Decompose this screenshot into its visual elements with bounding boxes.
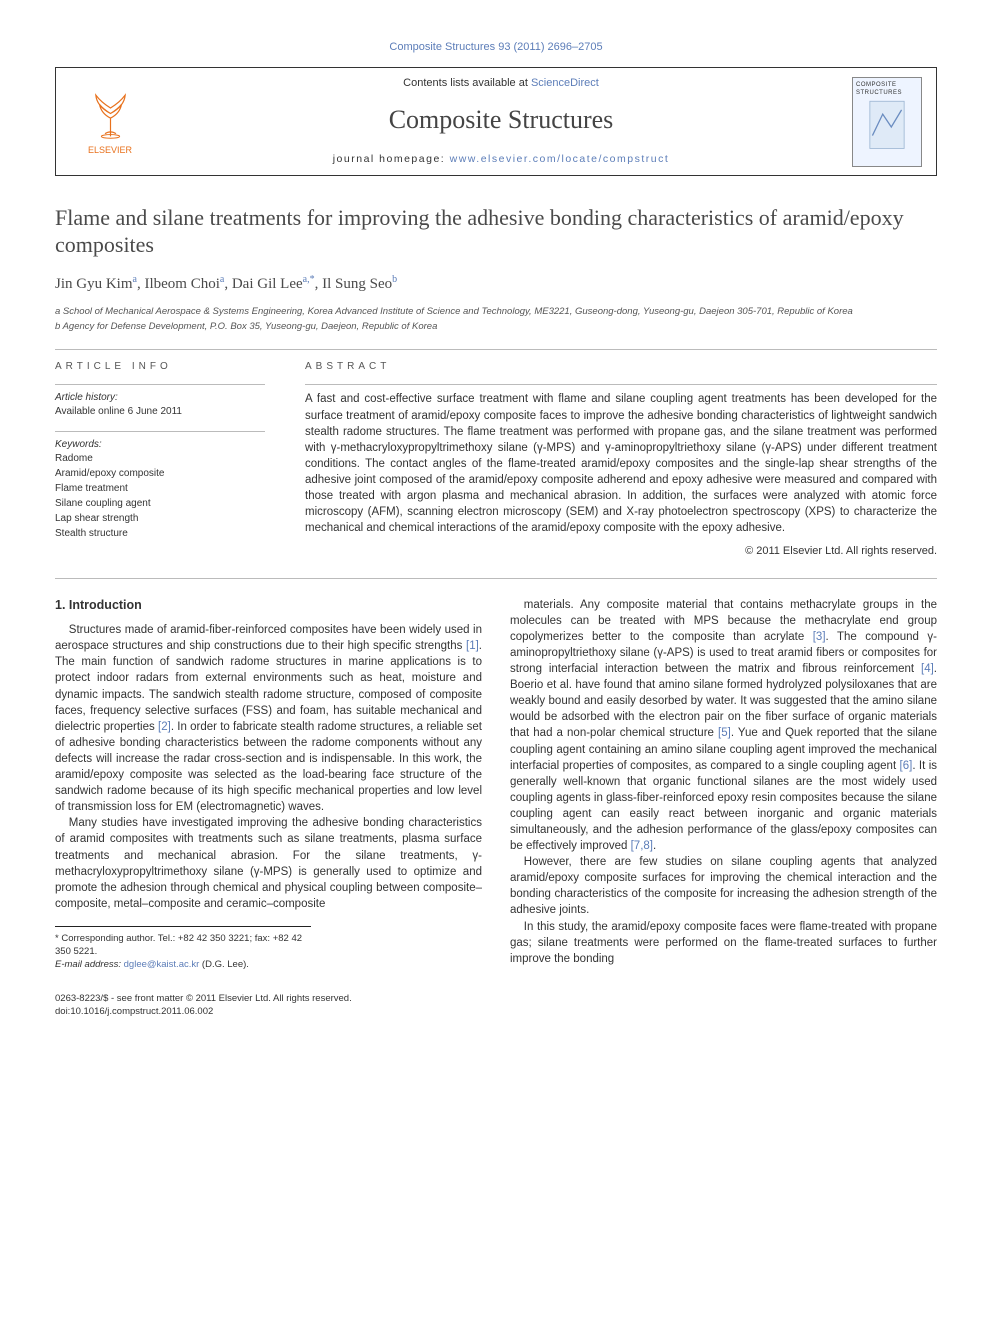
body-paragraph: Many studies have investigated improving… [55, 815, 482, 912]
body-paragraph: materials. Any composite material that c… [510, 597, 937, 855]
keyword: Stealth structure [55, 527, 265, 541]
history-value: Available online 6 June 2011 [55, 405, 265, 419]
affiliations: a School of Mechanical Aerospace & Syste… [55, 305, 937, 334]
footer-line-1: 0263-8223/$ - see front matter © 2011 El… [55, 992, 937, 1005]
article-title: Flame and silane treatments for improvin… [55, 204, 937, 259]
citation-ref[interactable]: [1] [466, 640, 479, 652]
corr-email-link[interactable]: dglee@kaist.ac.kr [124, 959, 200, 970]
page-footer: 0263-8223/$ - see front matter © 2011 El… [55, 992, 937, 1019]
email-suffix: (D.G. Lee). [199, 959, 249, 970]
affiliation: b Agency for Defense Development, P.O. B… [55, 320, 937, 333]
citation-ref[interactable]: [6] [900, 760, 913, 772]
journal-homepage: journal homepage: www.elsevier.com/locat… [150, 152, 852, 167]
abstract-label: ABSTRACT [305, 360, 937, 374]
citation-ref[interactable]: [4] [921, 663, 934, 675]
journal-homepage-link[interactable]: www.elsevier.com/locate/compstruct [450, 153, 670, 165]
journal-name: Composite Structures [150, 102, 852, 138]
citation-ref[interactable]: [3] [813, 631, 826, 643]
sciencedirect-link[interactable]: ScienceDirect [531, 77, 599, 89]
contents-line: Contents lists available at ScienceDirec… [150, 76, 852, 91]
body-columns: 1. Introduction Structures made of arami… [55, 597, 937, 972]
keywords-list: RadomeAramid/epoxy compositeFlame treatm… [55, 452, 265, 541]
keyword: Flame treatment [55, 482, 265, 496]
keyword: Lap shear strength [55, 512, 265, 526]
journal-cover-thumb: COMPOSITE STRUCTURES [852, 77, 922, 167]
publisher-logo: ELSEVIER [70, 86, 150, 157]
keyword: Silane coupling agent [55, 497, 265, 511]
body-paragraph: Structures made of aramid-fiber-reinforc… [55, 622, 482, 815]
body-paragraph: However, there are few studies on silane… [510, 854, 937, 918]
affiliation: a School of Mechanical Aerospace & Syste… [55, 305, 937, 318]
citation-ref[interactable]: [7,8] [631, 840, 653, 852]
citation-ref[interactable]: [2] [158, 721, 171, 733]
footer-line-2: doi:10.1016/j.compstruct.2011.06.002 [55, 1005, 937, 1018]
email-label: E-mail address: [55, 959, 124, 970]
history-label: Article history: [55, 391, 265, 405]
body-paragraph: In this study, the aramid/epoxy composit… [510, 919, 937, 967]
corresponding-footnote: * Corresponding author. Tel.: +82 42 350… [55, 926, 311, 972]
abstract-text: A fast and cost-effective surface treatm… [305, 391, 937, 536]
top-citation[interactable]: Composite Structures 93 (2011) 2696–2705 [55, 40, 937, 55]
keywords-label: Keywords: [55, 438, 265, 452]
author-list: Jin Gyu Kima, Ilbeom Choia, Dai Gil Leea… [55, 273, 937, 295]
abstract-copyright: © 2011 Elsevier Ltd. All rights reserved… [305, 544, 937, 559]
elsevier-tree-icon [83, 86, 138, 141]
keyword: Radome [55, 452, 265, 466]
divider [55, 349, 937, 350]
journal-header: ELSEVIER Contents lists available at Sci… [55, 67, 937, 175]
publisher-name: ELSEVIER [88, 144, 132, 157]
keyword: Aramid/epoxy composite [55, 467, 265, 481]
citation-ref[interactable]: [5] [718, 727, 731, 739]
corr-author-line: * Corresponding author. Tel.: +82 42 350… [55, 932, 311, 959]
section-heading: 1. Introduction [55, 597, 482, 615]
article-info-label: ARTICLE INFO [55, 360, 265, 374]
divider [55, 578, 937, 579]
thumb-label: COMPOSITE STRUCTURES [856, 81, 918, 98]
cover-art-icon [862, 97, 912, 157]
